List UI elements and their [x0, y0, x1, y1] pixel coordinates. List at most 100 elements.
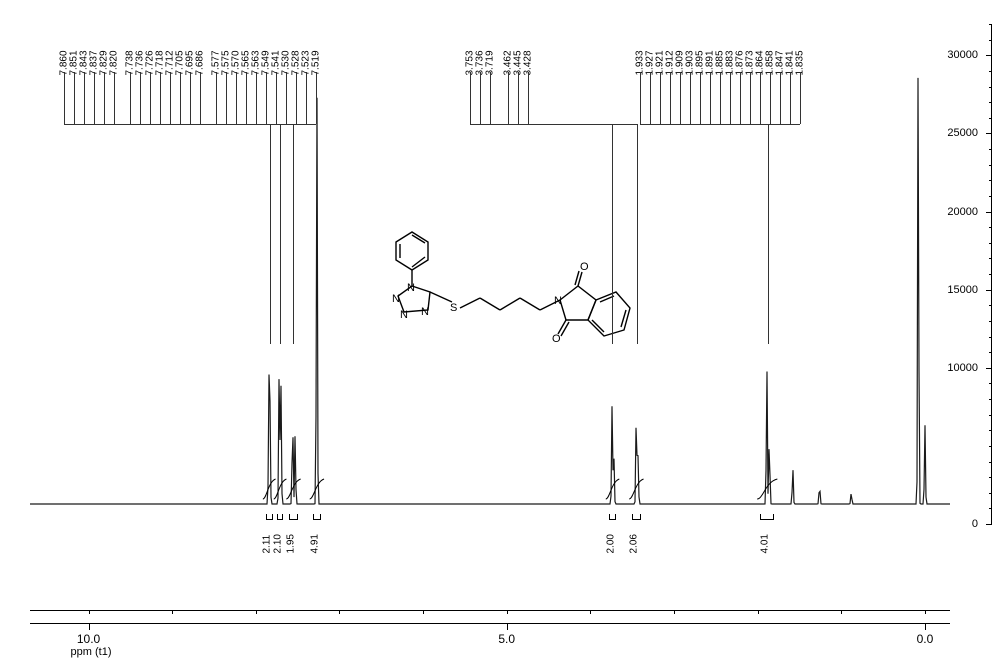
peak-leader: [760, 72, 761, 124]
peak-leader: [114, 72, 115, 124]
integration-value: 2.11: [262, 535, 273, 554]
peak-leader: [74, 72, 75, 124]
x-tick: [925, 624, 926, 630]
peak-leader: [130, 72, 131, 124]
integration-value: 4.91: [309, 534, 320, 553]
peak-leader: [508, 72, 509, 124]
y-minor-tick: [989, 274, 992, 275]
y-minor-tick: [989, 462, 992, 463]
integration-bracket: [266, 514, 273, 520]
peak-leader: [528, 72, 529, 124]
peak-leader: [170, 72, 171, 124]
peak-leader: [276, 72, 277, 124]
peak-leader: [650, 72, 651, 124]
integration-value: 4.01: [760, 534, 771, 553]
peak-leader: [94, 72, 95, 124]
x-minor-tick: [256, 610, 257, 614]
peak-leader: [770, 72, 771, 124]
y-minor-tick: [989, 477, 992, 478]
y-minor-tick: [989, 305, 992, 306]
y-tick: [986, 212, 992, 213]
peak-leader: [710, 72, 711, 124]
y-minor-tick: [989, 71, 992, 72]
integration-bracket: [313, 514, 321, 520]
x-minor-tick: [758, 610, 759, 614]
peak-leader: [160, 72, 161, 124]
peak-leader: [720, 72, 721, 124]
svg-text:N: N: [392, 293, 400, 305]
peak-leader: [660, 72, 661, 124]
peak-rake: [640, 124, 800, 125]
svg-text:O: O: [552, 333, 561, 345]
y-minor-tick: [989, 40, 992, 41]
peak-leader: [730, 72, 731, 124]
x-minor-tick: [841, 610, 842, 614]
x-tick: [89, 624, 90, 630]
y-minor-tick: [989, 321, 992, 322]
peak-leader: [490, 72, 491, 124]
y-tick: [986, 524, 992, 525]
integration-bracket: [760, 514, 774, 520]
peak-leader: [780, 72, 781, 124]
x-minor-tick: [507, 610, 508, 614]
peak-leader: [470, 72, 471, 124]
peak-leader: [200, 72, 201, 124]
peak-leader: [306, 72, 307, 124]
peak-leader: [246, 72, 247, 124]
y-minor-tick: [989, 399, 992, 400]
x-axis-title: ppm (t1): [71, 646, 112, 658]
peak-leader: [286, 72, 287, 124]
peak-stem: [280, 124, 281, 344]
y-minor-tick: [989, 258, 992, 259]
nmr-plot: N NNN S N OO 7.8607.8517.8437.8377.8297.…: [30, 24, 950, 564]
peak-stem: [637, 124, 638, 344]
y-tick-label: 20000: [947, 206, 978, 218]
peak-rake: [508, 124, 637, 125]
y-tick: [986, 368, 992, 369]
peak-leader: [256, 72, 257, 124]
peak-leader: [140, 72, 141, 124]
x-minor-tick: [674, 610, 675, 614]
y-minor-tick: [989, 493, 992, 494]
y-tick: [986, 290, 992, 291]
y-minor-tick: [989, 180, 992, 181]
peak-leader: [690, 72, 691, 124]
y-tick: [986, 55, 992, 56]
y-tick-label: 30000: [947, 49, 978, 61]
x-minor-tick: [339, 610, 340, 614]
peak-leader: [790, 72, 791, 124]
y-minor-tick: [989, 227, 992, 228]
y-minor-tick: [989, 165, 992, 166]
y-tick-label: 10000: [947, 362, 978, 374]
peak-leader: [680, 72, 681, 124]
y-tick: [986, 133, 992, 134]
x-minor-tick: [925, 610, 926, 614]
x-tick: [507, 624, 508, 630]
y-minor-tick: [989, 337, 992, 338]
y-minor-tick: [989, 118, 992, 119]
peak-leader: [266, 72, 267, 124]
peak-leader: [150, 72, 151, 124]
peak-leader: [84, 72, 85, 124]
svg-text:N: N: [421, 306, 429, 318]
x-minor-tick: [89, 610, 90, 614]
svg-text:N: N: [554, 295, 562, 307]
peak-leader: [104, 72, 105, 124]
svg-text:S: S: [450, 302, 457, 314]
y-minor-tick: [989, 102, 992, 103]
integration-value: 2.06: [629, 534, 640, 553]
peak-leader: [226, 72, 227, 124]
peak-leader: [670, 72, 671, 124]
y-minor-tick: [989, 24, 992, 25]
peak-leader: [236, 72, 237, 124]
integration-bracket: [277, 514, 284, 520]
x-tick-label: 10.0: [77, 632, 100, 646]
integration-value: 2.00: [605, 534, 616, 553]
integration-value: 2.10: [273, 534, 284, 553]
y-minor-tick: [989, 508, 992, 509]
x-tick-label: 5.0: [498, 632, 515, 646]
peak-stem: [293, 124, 294, 344]
peak-leader: [480, 72, 481, 124]
peak-leader: [800, 72, 801, 124]
svg-text:N: N: [400, 309, 408, 321]
